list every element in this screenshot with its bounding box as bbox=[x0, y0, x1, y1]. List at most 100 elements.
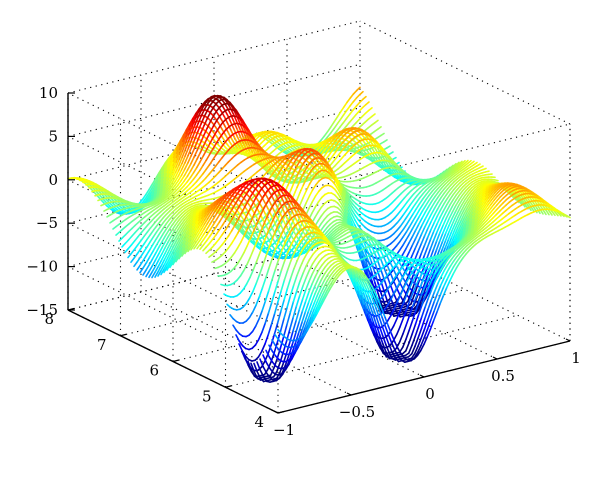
surface-segment bbox=[164, 246, 169, 255]
surface-segment bbox=[242, 137, 248, 147]
surface-segment bbox=[348, 117, 354, 124]
surface-segment bbox=[160, 166, 166, 175]
surface-segment bbox=[150, 188, 156, 196]
surface-segment bbox=[418, 204, 424, 211]
surface-segment bbox=[147, 190, 153, 198]
surface-segment bbox=[162, 179, 168, 187]
surface-segment bbox=[137, 232, 142, 238]
surface-segment bbox=[151, 271, 156, 279]
surface-segment bbox=[331, 172, 337, 180]
surface-segment bbox=[352, 105, 358, 111]
surface-segment bbox=[475, 163, 481, 167]
surface-segment bbox=[255, 252, 261, 263]
surface-segment bbox=[442, 210, 448, 219]
surface-segment bbox=[176, 184, 182, 190]
surface-segment bbox=[411, 214, 417, 222]
surface-segment bbox=[239, 251, 245, 260]
surface-segment bbox=[232, 105, 238, 112]
surface-segment bbox=[212, 138, 218, 144]
surface-segment bbox=[415, 209, 421, 217]
surface-segment bbox=[417, 233, 423, 243]
surface-segment bbox=[287, 167, 293, 176]
surface-segment bbox=[191, 123, 196, 134]
surface-segment bbox=[143, 238, 148, 245]
surface-segment bbox=[215, 115, 221, 122]
surface-segment bbox=[142, 269, 147, 276]
surface-segment bbox=[429, 222, 435, 231]
surface-segment bbox=[138, 198, 144, 205]
surface-segment bbox=[340, 154, 346, 160]
surface-segment bbox=[317, 206, 323, 213]
surface-segment bbox=[166, 263, 171, 271]
surface-segment bbox=[169, 160, 175, 170]
surface-segment bbox=[195, 177, 201, 183]
surface-segment bbox=[346, 97, 352, 104]
surface-segment bbox=[255, 154, 261, 163]
surface-segment bbox=[200, 115, 206, 125]
surface-segment bbox=[174, 169, 180, 178]
surface-segment bbox=[414, 216, 420, 224]
surface-segment bbox=[352, 97, 358, 103]
surface-segment bbox=[268, 257, 274, 270]
surface-segment bbox=[296, 158, 302, 166]
surface-segment bbox=[268, 231, 274, 239]
surface-segment bbox=[205, 164, 211, 171]
surface-segment bbox=[402, 231, 408, 238]
surface-segment bbox=[172, 251, 178, 260]
surface-segment bbox=[159, 185, 165, 193]
surface-segment bbox=[186, 170, 192, 178]
surface-segment bbox=[164, 189, 170, 195]
surface-segment bbox=[348, 196, 354, 202]
surface-segment bbox=[240, 226, 246, 233]
surface-segment bbox=[219, 111, 224, 117]
surface-segment bbox=[142, 261, 148, 269]
surface-segment bbox=[264, 267, 270, 280]
surface-segment bbox=[140, 235, 145, 242]
surface-segment bbox=[314, 190, 320, 197]
surface-segment bbox=[162, 185, 167, 193]
surface-segment bbox=[238, 114, 244, 121]
surface-segment bbox=[161, 188, 167, 195]
surface-segment bbox=[174, 220, 180, 227]
grid-line-floor-x bbox=[213, 273, 425, 378]
surface-segment bbox=[237, 142, 242, 150]
surface-segment bbox=[203, 102, 209, 110]
surface-segment bbox=[445, 204, 451, 212]
surface-segment bbox=[145, 270, 150, 278]
surface-segment bbox=[221, 153, 227, 159]
surface-segment bbox=[212, 109, 218, 117]
surface-segment bbox=[412, 208, 418, 215]
surface-segment bbox=[200, 124, 205, 134]
surface-segment bbox=[379, 132, 385, 137]
surface-segment bbox=[190, 130, 196, 141]
surface-segment bbox=[451, 162, 457, 168]
surface-segment bbox=[243, 148, 248, 156]
surface-segment bbox=[305, 172, 311, 180]
surface-segment bbox=[152, 244, 157, 253]
surface-segment bbox=[399, 221, 405, 228]
surface-segment bbox=[169, 153, 175, 163]
surface-segment bbox=[156, 188, 162, 195]
surface-segment bbox=[322, 156, 328, 163]
surface-segment bbox=[408, 220, 414, 228]
surface-segment bbox=[160, 172, 166, 181]
surface-segment bbox=[258, 309, 264, 320]
surface-segment bbox=[175, 148, 181, 159]
surface-segment bbox=[191, 117, 197, 128]
surface-segment bbox=[374, 161, 380, 167]
surface-segment bbox=[206, 111, 212, 120]
surface-segment bbox=[379, 145, 385, 151]
surface-segment bbox=[166, 255, 172, 264]
surface-segment bbox=[172, 149, 178, 159]
surface-segment bbox=[193, 149, 199, 158]
surface-segment bbox=[311, 195, 317, 203]
surface-segment bbox=[331, 175, 337, 182]
surface-segment bbox=[427, 206, 433, 214]
surface-segment bbox=[424, 212, 430, 221]
surface-segment bbox=[454, 161, 460, 167]
surface-segment bbox=[200, 103, 206, 111]
surface-segment bbox=[153, 191, 159, 198]
surface-segment bbox=[175, 144, 181, 155]
surface-segment bbox=[153, 219, 158, 225]
surface-segment bbox=[350, 213, 356, 221]
